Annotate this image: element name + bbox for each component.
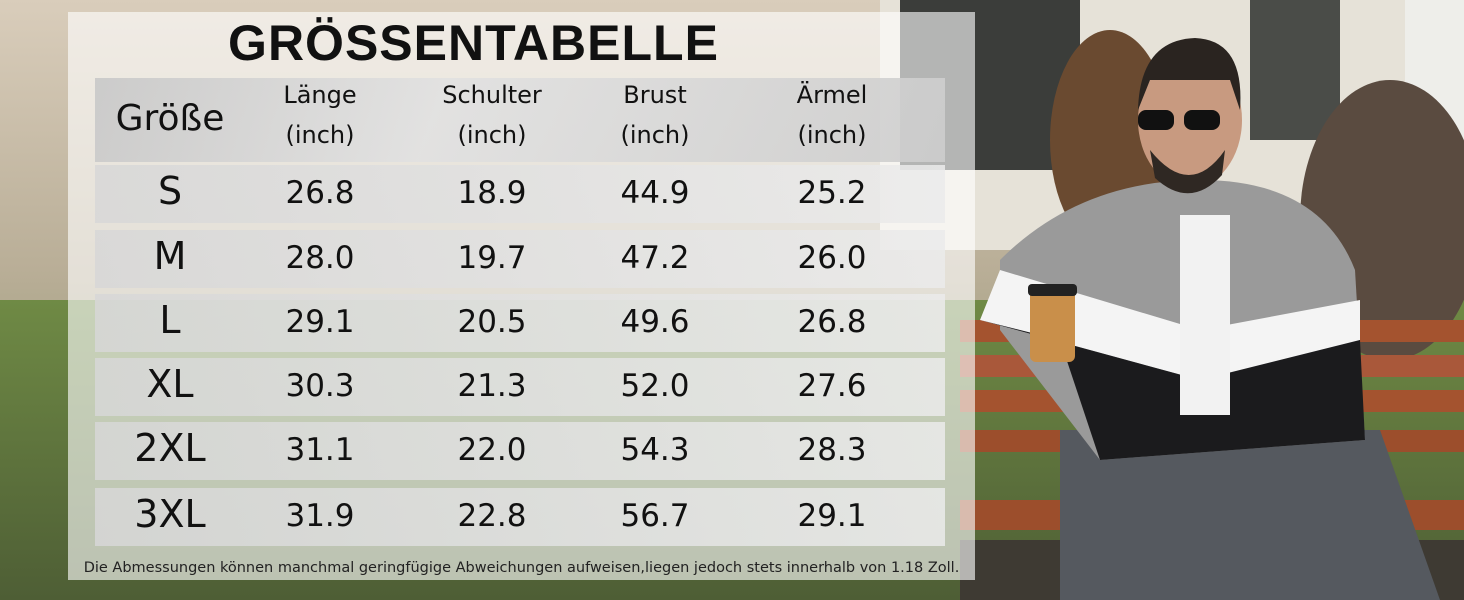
- header-row: [95, 78, 945, 162]
- measure-cell: 22.0: [457, 432, 527, 468]
- measure-cell: 29.1: [797, 498, 867, 534]
- measure-cell: 56.7: [620, 498, 690, 534]
- title: GRÖSSENTABELLE: [68, 14, 975, 72]
- measure-cell: 22.8: [457, 498, 527, 534]
- header-name: Länge: [283, 81, 357, 109]
- row-band: [95, 294, 945, 352]
- row-band: [95, 422, 945, 480]
- size-label: XL: [146, 362, 194, 406]
- row-band: [95, 165, 945, 223]
- measure-cell: 20.5: [457, 304, 527, 340]
- measure-cell: 21.3: [457, 368, 527, 404]
- measure-cell: 28.3: [797, 432, 867, 468]
- row-band: [95, 488, 945, 546]
- size-label: M: [153, 234, 187, 278]
- measure-cell: 28.0: [285, 240, 355, 276]
- header-unit: (inch): [285, 121, 355, 149]
- measure-cell: 54.3: [620, 432, 690, 468]
- header-name: Brust: [623, 81, 687, 109]
- size-label: 2XL: [134, 426, 206, 470]
- size-label: 3XL: [134, 492, 206, 536]
- measure-cell: 44.9: [620, 175, 690, 211]
- measure-cell: 18.9: [457, 175, 527, 211]
- measure-cell: 29.1: [285, 304, 355, 340]
- measure-cell: 25.2: [797, 175, 867, 211]
- footnote: Die Abmessungen können manchmal geringfü…: [83, 560, 960, 576]
- size-label: S: [157, 169, 183, 213]
- measure-cell: 19.7: [457, 240, 527, 276]
- measure-cell: 47.2: [620, 240, 690, 276]
- measure-cell: 26.0: [797, 240, 867, 276]
- header-unit: (inch): [620, 121, 690, 149]
- measure-cell: 49.6: [620, 304, 690, 340]
- measure-cell: 27.6: [797, 368, 867, 404]
- measure-cell: 26.8: [285, 175, 355, 211]
- measure-cell: 31.1: [285, 432, 355, 468]
- header-name: Schulter: [442, 81, 542, 109]
- header-name: Ärmel: [796, 81, 868, 109]
- measure-cell: 30.3: [285, 368, 355, 404]
- header-cell: Größe: [115, 98, 225, 139]
- title-text: GRÖSSENTABELLE: [228, 15, 719, 71]
- header-unit: (inch): [797, 121, 867, 149]
- header-unit: (inch): [457, 121, 527, 149]
- measure-cell: 52.0: [620, 368, 690, 404]
- size-label: L: [159, 298, 181, 342]
- row-band: [95, 230, 945, 288]
- measure-cell: 26.8: [797, 304, 867, 340]
- row-band: [95, 358, 945, 416]
- measure-cell: 31.9: [285, 498, 355, 534]
